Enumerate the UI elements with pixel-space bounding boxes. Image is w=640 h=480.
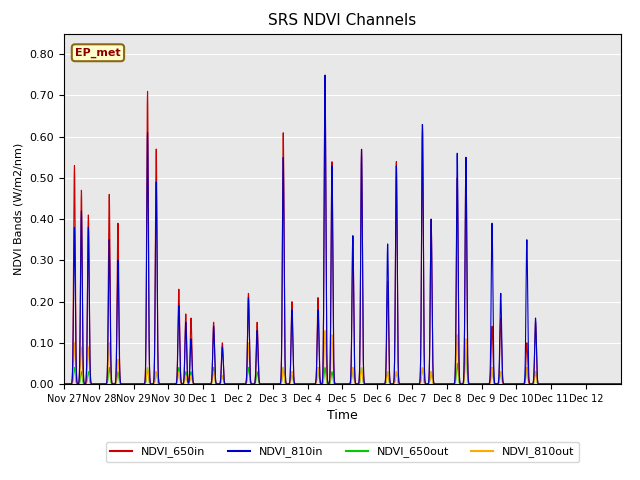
NDVI_810in [564, 381, 572, 387]
NDVI_810in [110, 381, 118, 387]
NDVI_810out [127, 381, 134, 387]
NDVI_650out [617, 381, 625, 387]
NDVI_650out [564, 381, 572, 387]
NDVI_650in [110, 381, 118, 387]
NDVI_810out [499, 380, 506, 386]
NDVI_650out [499, 380, 506, 386]
NDVI_810out [209, 369, 217, 375]
NDVI_650out [147, 381, 154, 387]
NDVI_650in [60, 381, 68, 387]
NDVI_650out [209, 365, 217, 371]
NDVI_650in [321, 72, 329, 78]
NDVI_810in [204, 381, 211, 387]
NDVI_810out [321, 327, 329, 333]
NDVI_650in [499, 376, 506, 382]
Title: SRS NDVI Channels: SRS NDVI Channels [268, 13, 417, 28]
NDVI_810out [564, 381, 572, 387]
NDVI_810in [321, 72, 329, 78]
NDVI_650in [147, 381, 154, 386]
NDVI_810out [147, 381, 154, 387]
NDVI_650out [110, 381, 118, 387]
NDVI_810in [209, 326, 217, 332]
NDVI_650out [60, 381, 68, 387]
Text: EP_met: EP_met [75, 48, 121, 58]
NDVI_650out [127, 381, 134, 387]
NDVI_650out [204, 381, 211, 387]
NDVI_650in [617, 381, 625, 387]
NDVI_650out [462, 340, 470, 346]
Line: NDVI_810in: NDVI_810in [64, 75, 621, 384]
Y-axis label: NDVI Bands (W/m2/nm): NDVI Bands (W/m2/nm) [14, 143, 24, 275]
NDVI_810out [204, 381, 211, 387]
NDVI_650in [204, 381, 211, 387]
Line: NDVI_650in: NDVI_650in [64, 75, 621, 384]
Line: NDVI_810out: NDVI_810out [64, 330, 621, 384]
NDVI_810out [110, 381, 118, 387]
NDVI_650in [127, 381, 134, 387]
NDVI_810in [60, 381, 68, 387]
NDVI_810in [617, 381, 625, 387]
NDVI_810in [127, 381, 134, 387]
Legend: NDVI_650in, NDVI_810in, NDVI_650out, NDVI_810out: NDVI_650in, NDVI_810in, NDVI_650out, NDV… [106, 442, 579, 462]
NDVI_650in [209, 322, 217, 327]
NDVI_810in [499, 374, 506, 380]
Line: NDVI_650out: NDVI_650out [64, 343, 621, 384]
NDVI_650in [564, 381, 572, 387]
NDVI_810out [60, 381, 68, 387]
NDVI_810in [147, 381, 154, 386]
X-axis label: Time: Time [327, 409, 358, 422]
NDVI_810out [617, 381, 625, 387]
